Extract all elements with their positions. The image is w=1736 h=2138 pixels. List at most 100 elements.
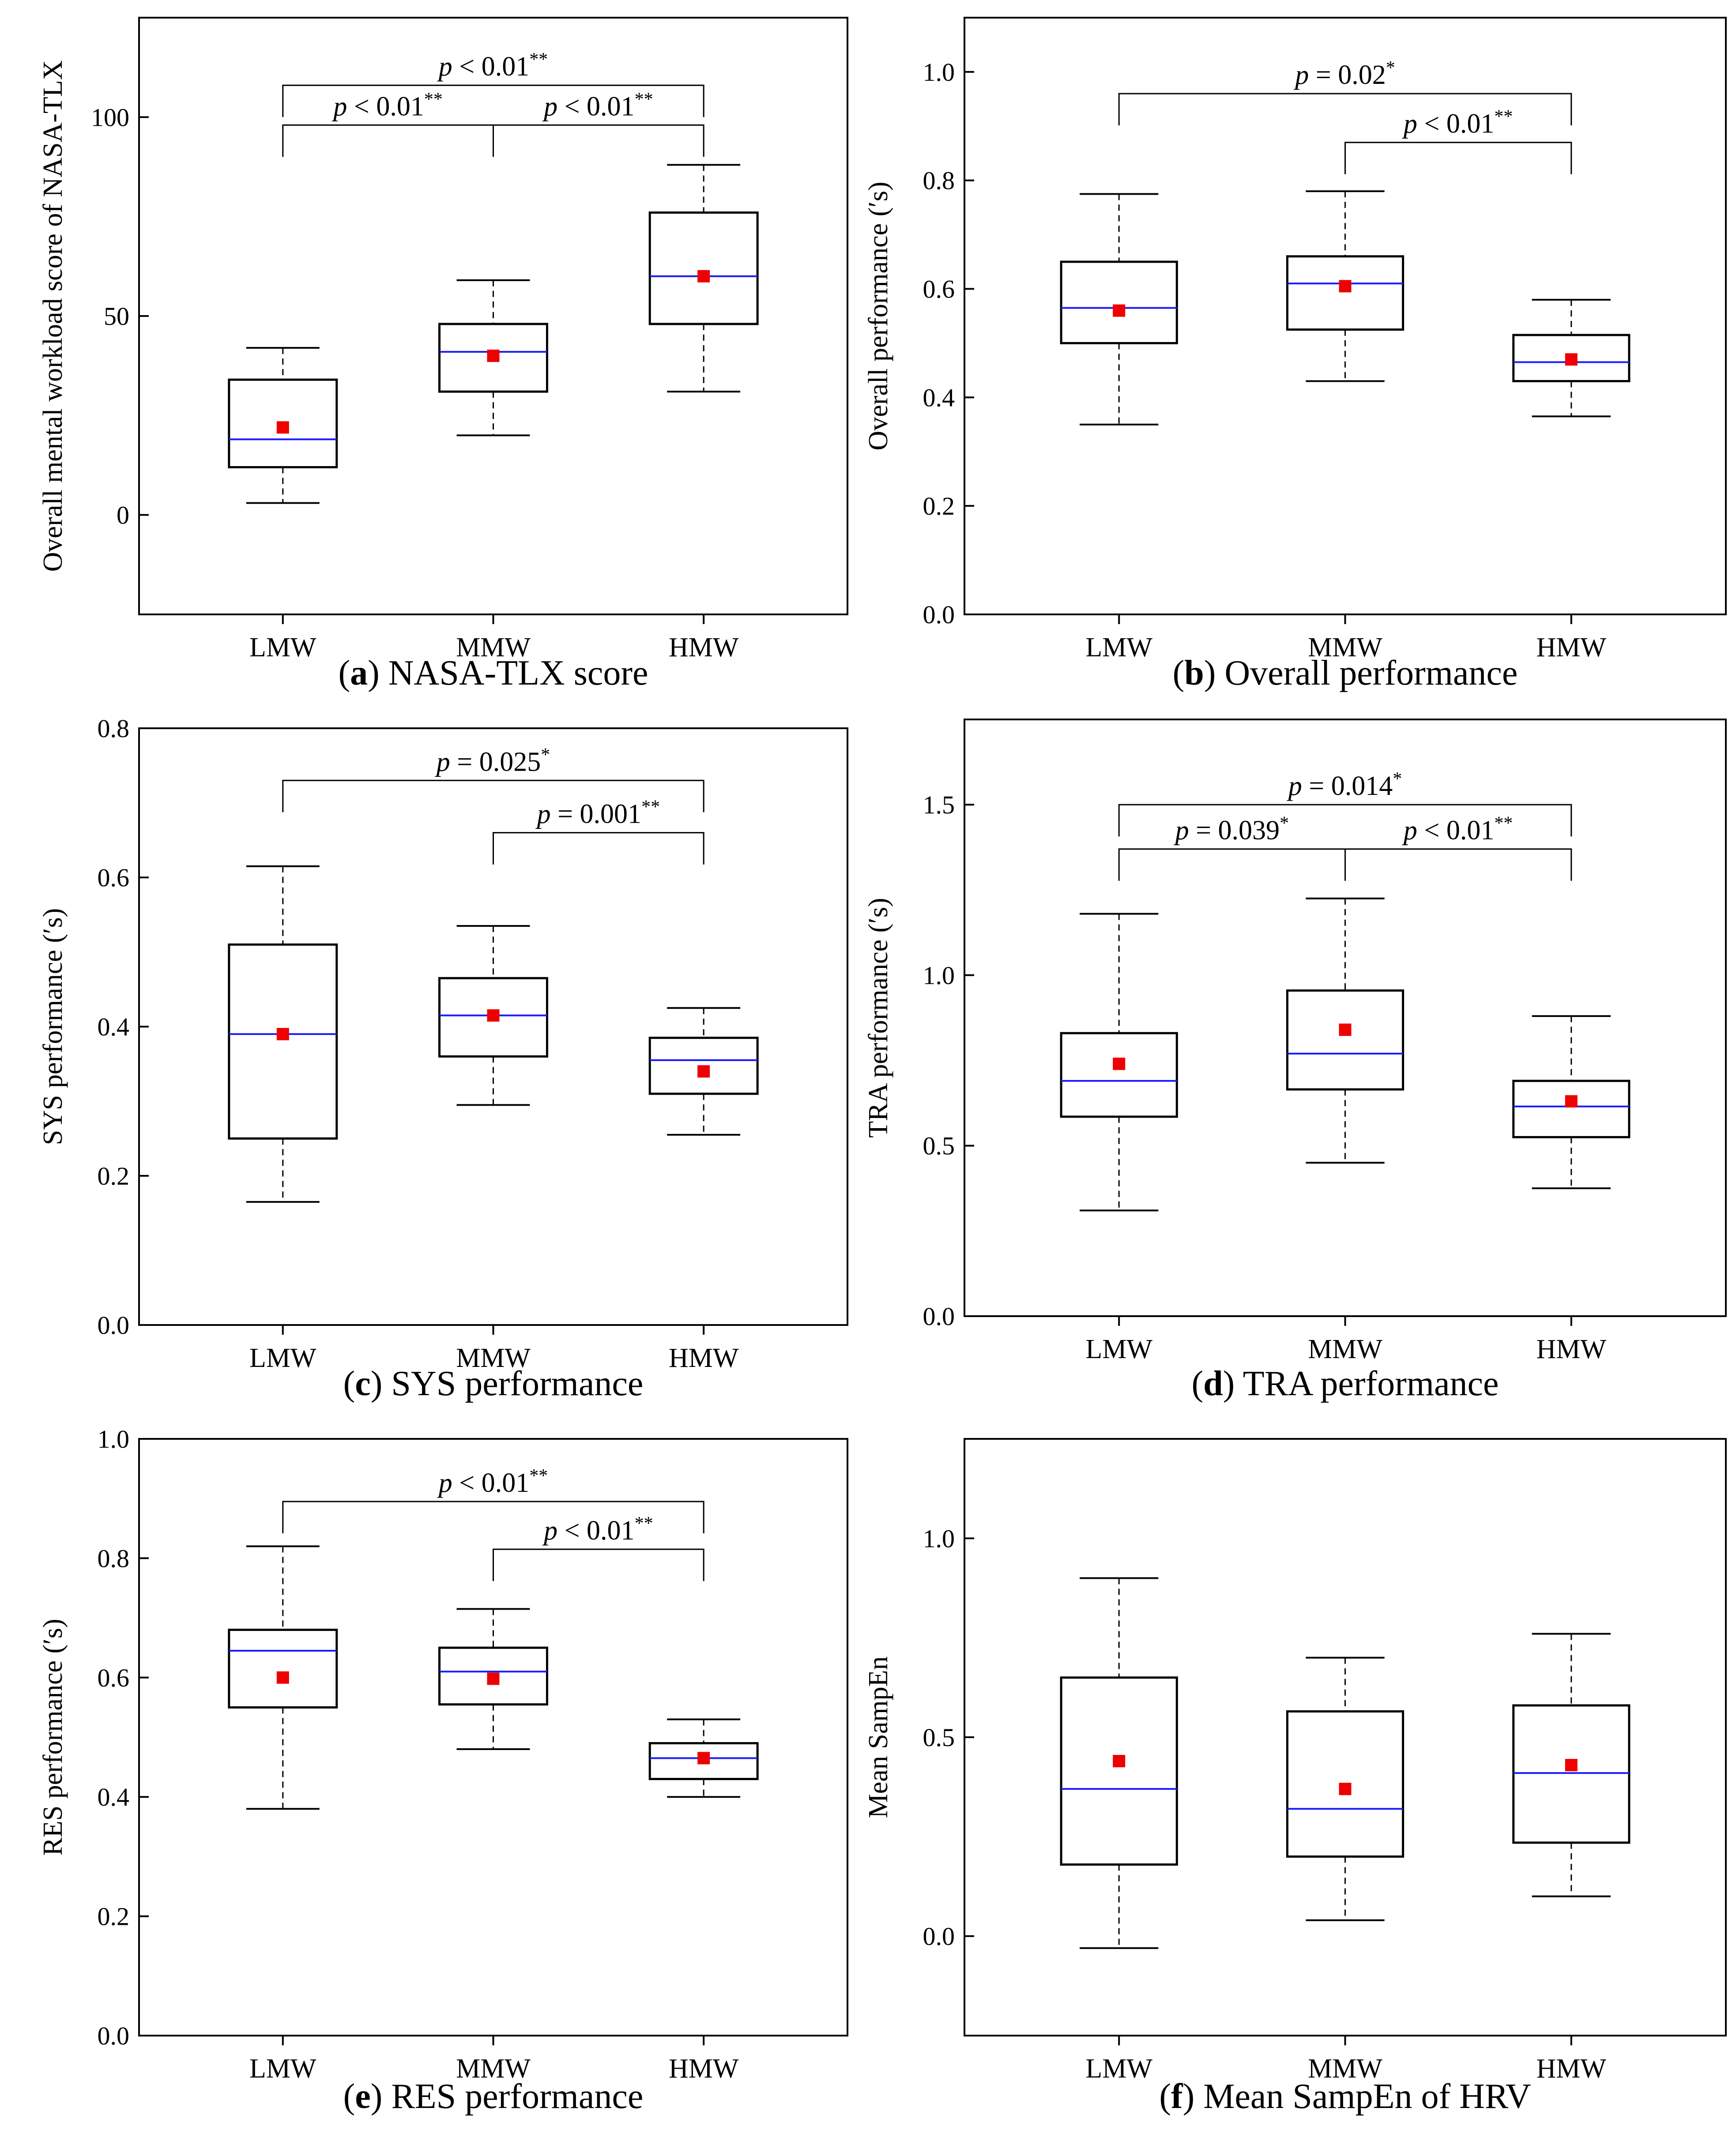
x-tick-label: LMW — [249, 632, 316, 662]
y-tick-label: 0.4 — [923, 383, 955, 412]
mean-marker — [1565, 1759, 1578, 1772]
box-iqr — [1512, 1080, 1631, 1138]
x-tick-label: HMW — [669, 1343, 739, 1373]
p-value-label: p < 0.01** — [1402, 107, 1513, 139]
y-tick-label: 0.0 — [923, 600, 955, 629]
x-tick-label: LMW — [1085, 632, 1152, 662]
mean-marker — [276, 421, 289, 434]
box-hmw — [648, 1718, 759, 1798]
mean-marker — [276, 1028, 289, 1040]
y-axis-label: SYS performance (′s) — [38, 908, 68, 1145]
caption-text: TRA performance — [1235, 1364, 1499, 1403]
box-iqr — [1512, 1704, 1631, 1844]
mean-marker — [1565, 353, 1578, 366]
box-iqr — [1286, 255, 1405, 331]
y-tick-label: 1.5 — [923, 790, 955, 819]
p-value-label: p < 0.01** — [1402, 813, 1513, 846]
panel-b: 0.0 0.2 0.4 0.6 0.8 1.0 Overall performance (′… — [863, 17, 1727, 662]
caption-letter: d — [1203, 1364, 1223, 1403]
y-tick-label: 0.2 — [98, 1902, 130, 1931]
panel-e: 0.0 0.2 0.4 0.6 0.8 1.0 RES performance (′s) LM… — [38, 1425, 848, 2084]
x-tick-label: HMW — [669, 632, 739, 662]
caption-text: SYS performance — [382, 1364, 644, 1403]
x-tick-label: LMW — [249, 1343, 316, 1373]
x-tick-label: MMW — [456, 2054, 531, 2084]
significance-bracket — [282, 84, 704, 117]
caption-text: NASA-TLX score — [379, 654, 648, 693]
significance-bracket — [1118, 93, 1572, 126]
x-tick-label: MMW — [1308, 1334, 1382, 1364]
significance-bracket — [493, 1548, 704, 1581]
mean-marker — [1339, 280, 1352, 293]
p-value-label: p = 0.039* — [1174, 813, 1289, 846]
mean-marker — [1113, 1755, 1126, 1768]
box-lmw — [228, 347, 338, 504]
mean-marker — [276, 1671, 289, 1684]
p-value-label: p < 0.01** — [542, 1513, 653, 1546]
y-tick-label: 0.6 — [98, 863, 130, 892]
box-iqr — [648, 1036, 759, 1095]
mean-marker — [697, 270, 710, 282]
y-tick-label: 0.8 — [98, 1544, 130, 1573]
mean-marker — [1339, 1024, 1352, 1036]
panel-f: 0.0 0.5 1.0 Mean SampEn LMW MMW HMW — [863, 1438, 1727, 2084]
y-tick-label: 0.6 — [98, 1664, 130, 1692]
mean-marker — [697, 1752, 710, 1765]
y-tick-label: 0.4 — [98, 1783, 130, 1811]
panel-caption: (a) NASA-TLX score — [338, 654, 648, 693]
caption-letter: e — [355, 2077, 371, 2116]
y-tick-label: 1.0 — [923, 961, 955, 990]
x-tick-label: LMW — [1085, 2054, 1152, 2084]
x-tick-label: MMW — [456, 632, 531, 662]
y-tick-label: 1.0 — [98, 1425, 130, 1453]
caption-letter: c — [355, 1364, 371, 1403]
box-hmw — [648, 1007, 759, 1136]
significance-bracket — [282, 1501, 704, 1533]
panel-caption: (c) SYS performance — [343, 1364, 644, 1403]
box-iqr — [1286, 989, 1405, 1091]
y-axis-label: TRA performance (′s) — [863, 898, 893, 1138]
box-mmw — [438, 925, 548, 1106]
x-tick-label: HMW — [669, 2054, 739, 2084]
y-tick-label: 0.0 — [98, 1311, 130, 1340]
y-axis-label: Mean SampEn — [863, 1656, 893, 1818]
box-lmw — [228, 1545, 338, 1810]
x-tick-label: HMW — [1536, 632, 1607, 662]
y-tick-label: 1.0 — [923, 58, 955, 87]
box-mmw — [1286, 897, 1405, 1164]
box-mmw — [1286, 1656, 1405, 1921]
mean-marker — [487, 1009, 500, 1022]
x-tick-label: LMW — [1085, 1334, 1152, 1364]
mean-marker — [697, 1065, 710, 1078]
box-mmw — [438, 1608, 548, 1750]
box-mmw — [1286, 190, 1405, 382]
y-tick-label: 0.4 — [98, 1013, 130, 1041]
box-lmw — [1060, 913, 1178, 1212]
p-value-label: p = 0.02* — [1293, 58, 1395, 90]
caption-letter: a — [350, 654, 368, 693]
y-tick-label: 100 — [91, 103, 129, 132]
p-value-label: p < 0.01** — [437, 1466, 548, 1498]
caption-letter: b — [1184, 654, 1204, 693]
box-iqr — [228, 943, 338, 1140]
box-iqr — [228, 1629, 338, 1709]
x-tick-label: MMW — [1308, 2054, 1382, 2084]
caption-text: Overall performance — [1216, 654, 1518, 693]
x-tick-label: HMW — [1536, 2054, 1607, 2084]
p-value-label: p < 0.01** — [331, 89, 442, 121]
significance-bracket — [1118, 804, 1572, 837]
mean-marker — [1113, 304, 1126, 317]
mean-marker — [487, 1672, 500, 1685]
box-hmw — [648, 164, 759, 393]
y-tick-label: 0.2 — [923, 492, 955, 520]
y-tick-label: 1.0 — [923, 1524, 955, 1553]
y-tick-label: 0.5 — [923, 1132, 955, 1160]
panel-caption: (e) RES performance — [343, 2077, 644, 2116]
caption-text: Mean SampEn of HRV — [1194, 2077, 1531, 2116]
box-iqr — [1060, 1032, 1178, 1118]
box-iqr — [1060, 260, 1178, 344]
y-axis-label: Overall mental workload score of NASA-TL… — [38, 60, 68, 572]
y-tick-label: 0 — [117, 501, 129, 530]
panel-caption: (d) TRA performance — [1191, 1364, 1499, 1403]
panel-caption: (b) Overall performance — [1172, 654, 1518, 693]
